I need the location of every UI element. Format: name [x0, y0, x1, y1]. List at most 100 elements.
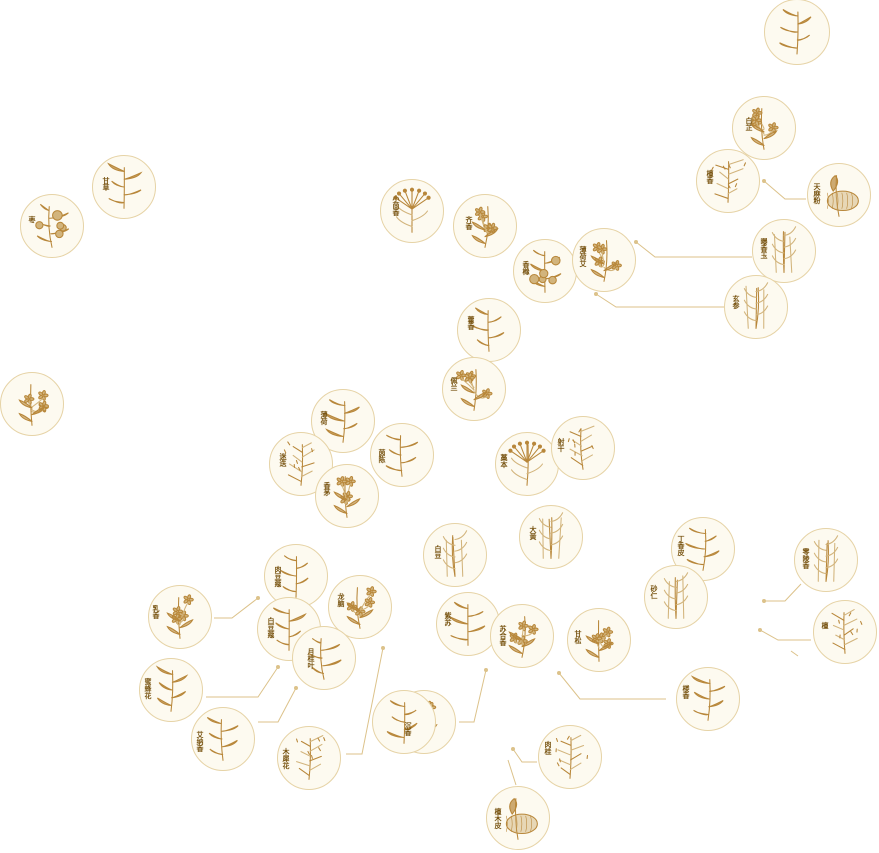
connector-dot	[511, 747, 515, 751]
leafy-herb-icon	[272, 607, 307, 651]
plant-illustration	[308, 638, 342, 680]
herb-label: 藿香	[467, 316, 475, 330]
herb-node[interactable]	[20, 194, 84, 258]
herb-label: 楼香	[682, 685, 690, 699]
flowering-herb-icon	[166, 594, 194, 639]
herb-node[interactable]	[671, 517, 735, 581]
herb-node[interactable]	[538, 725, 602, 789]
herb-node[interactable]	[277, 726, 341, 790]
herb-node[interactable]	[513, 239, 577, 303]
flowering-herb-icon	[18, 384, 49, 426]
herb-label: 木犀花	[282, 748, 290, 769]
fruit-branch-icon	[529, 249, 562, 293]
connector-dot	[634, 240, 638, 244]
connector-dot	[256, 596, 260, 600]
plant-illustration	[508, 616, 539, 658]
herb-node[interactable]	[457, 298, 521, 362]
plant-illustration	[333, 475, 361, 518]
herb-label: 甘松	[574, 630, 582, 644]
plant-illustration	[505, 797, 538, 840]
leafy-herb-icon	[107, 162, 143, 209]
connector-line	[595, 293, 724, 308]
plant-illustration	[538, 512, 564, 559]
plant-illustration	[35, 203, 70, 248]
connector-dot	[484, 668, 488, 672]
herb-node[interactable]	[139, 658, 203, 722]
herb-node[interactable]	[0, 372, 64, 436]
flowering-herb-icon	[471, 206, 499, 248]
plant-illustration	[711, 159, 746, 203]
herb-node[interactable]	[292, 626, 356, 690]
herb-node[interactable]	[813, 600, 877, 664]
stalk-herb-icon	[771, 226, 797, 273]
herb-node[interactable]	[752, 219, 816, 283]
plant-illustration	[472, 307, 505, 352]
herb-node[interactable]	[764, 0, 830, 65]
root-tuber-icon	[826, 174, 859, 217]
herb-node[interactable]	[724, 275, 788, 339]
herb-node[interactable]	[315, 464, 379, 528]
herb-label: 零陵香	[802, 548, 810, 569]
herb-node[interactable]	[807, 163, 871, 227]
herb-label: 白豆	[434, 545, 442, 559]
leafy-herb-icon	[155, 665, 189, 712]
herb-label: 檀	[821, 622, 829, 629]
connector-line	[214, 597, 259, 619]
connector-dot	[381, 646, 385, 650]
herb-node[interactable]	[696, 149, 760, 213]
herb-node[interactable]	[191, 707, 255, 771]
stalk-herb-icon	[743, 282, 769, 329]
umbel-herb-icon	[393, 187, 431, 233]
plant-illustration	[471, 206, 499, 248]
branch-herb-icon	[283, 441, 315, 486]
herb-node[interactable]	[372, 690, 436, 754]
stalk-herb-icon	[442, 530, 468, 577]
herb-node[interactable]	[519, 505, 583, 569]
herb-label: 肉豆蔻	[274, 566, 282, 587]
connector-line	[258, 687, 297, 723]
herb-node[interactable]	[380, 179, 444, 243]
herb-node[interactable]	[732, 96, 796, 160]
herb-label: 紫苏	[444, 612, 452, 626]
branch-herb-icon	[711, 159, 746, 203]
herb-label: 佩兰	[450, 377, 458, 391]
herb-label: 丁香皮	[677, 535, 685, 556]
herb-label: 肉桂	[544, 741, 552, 755]
connector-dot	[276, 665, 280, 669]
herb-node[interactable]	[423, 523, 487, 587]
herb-node[interactable]	[551, 416, 615, 480]
herb-node[interactable]	[328, 575, 392, 639]
herb-node[interactable]	[572, 228, 636, 292]
herb-node[interactable]	[442, 357, 506, 421]
herb-label: 蜜蜂花	[144, 678, 152, 699]
herb-label: 大黄	[529, 526, 537, 540]
herb-node[interactable]	[794, 528, 858, 592]
herb-node[interactable]	[490, 604, 554, 668]
herb-node[interactable]	[370, 423, 434, 487]
plant-illustration	[393, 187, 431, 233]
herb-node[interactable]	[486, 786, 550, 850]
connector-dot	[594, 292, 598, 296]
herb-node[interactable]	[148, 585, 212, 649]
herb-node[interactable]	[644, 565, 708, 629]
plant-illustration	[107, 162, 143, 209]
plant-illustration	[346, 586, 377, 629]
plant-illustration	[663, 572, 689, 619]
herb-node[interactable]	[92, 155, 156, 219]
herb-node[interactable]	[676, 667, 740, 731]
leafy-herb-icon	[779, 9, 812, 55]
plant-illustration	[813, 535, 839, 582]
herb-node[interactable]	[567, 608, 631, 672]
herb-node[interactable]	[453, 194, 517, 258]
herb-node[interactable]	[436, 592, 500, 656]
herb-label: 檀木皮	[494, 808, 502, 829]
herb-node[interactable]	[495, 432, 559, 496]
herb-label: 沉香	[404, 722, 412, 736]
stalk-herb-icon	[663, 572, 689, 619]
herb-label: 小茴香	[392, 195, 400, 216]
plant-illustration	[743, 282, 769, 329]
herb-label: 白芷	[745, 117, 753, 131]
leafy-herb-icon	[324, 399, 360, 443]
plant-illustration	[155, 665, 189, 712]
